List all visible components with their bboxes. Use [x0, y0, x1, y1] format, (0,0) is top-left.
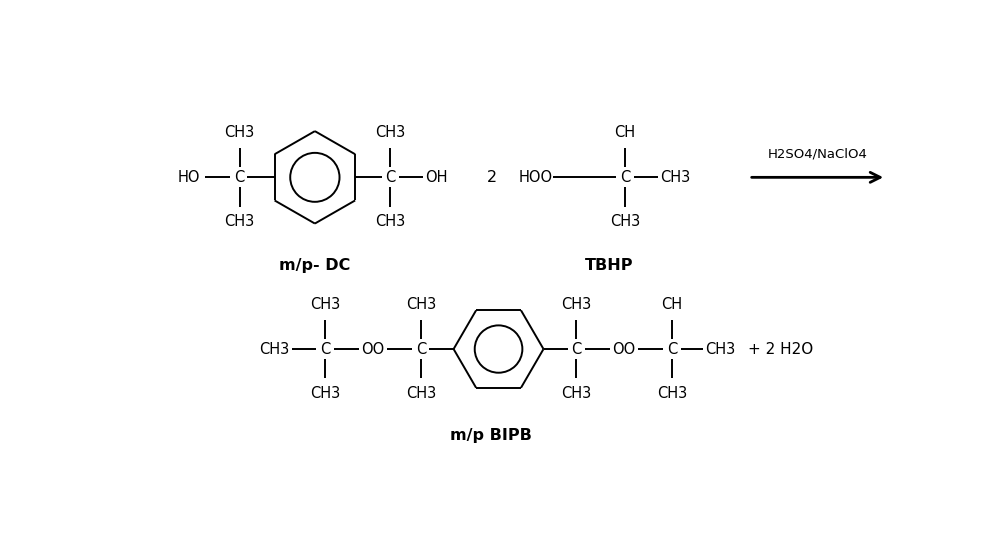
- Text: C: C: [320, 341, 330, 357]
- Text: C: C: [235, 170, 245, 185]
- Text: CH3: CH3: [660, 170, 690, 185]
- Text: CH3: CH3: [375, 125, 405, 140]
- Text: m/p BIPB: m/p BIPB: [450, 428, 532, 443]
- Text: C: C: [416, 341, 426, 357]
- Text: 2: 2: [487, 170, 497, 185]
- Text: CH3: CH3: [561, 386, 591, 401]
- Text: TBHP: TBHP: [585, 259, 634, 273]
- Text: CH3: CH3: [259, 341, 290, 357]
- Text: CH3: CH3: [406, 386, 436, 401]
- Text: CH3: CH3: [225, 214, 255, 229]
- Text: HOO: HOO: [519, 170, 553, 185]
- Text: CH3: CH3: [610, 214, 640, 229]
- Text: + 2 H2O: + 2 H2O: [748, 341, 813, 357]
- Text: CH3: CH3: [406, 297, 436, 312]
- Text: HO: HO: [178, 170, 201, 185]
- Text: C: C: [385, 170, 395, 185]
- Text: m/p- DC: m/p- DC: [279, 259, 351, 273]
- Text: OO: OO: [361, 341, 385, 357]
- Text: CH3: CH3: [310, 297, 340, 312]
- Text: CH3: CH3: [310, 386, 340, 401]
- Text: CH3: CH3: [225, 125, 255, 140]
- Text: CH3: CH3: [375, 214, 405, 229]
- Text: CH3: CH3: [705, 341, 735, 357]
- Text: OO: OO: [612, 341, 636, 357]
- Text: CH3: CH3: [561, 297, 591, 312]
- Text: OH: OH: [425, 170, 448, 185]
- Text: C: C: [571, 341, 581, 357]
- Text: CH: CH: [662, 297, 683, 312]
- Text: H2SO4/NaClO4: H2SO4/NaClO4: [768, 148, 867, 161]
- Text: CH3: CH3: [657, 386, 687, 401]
- Text: CH: CH: [614, 125, 635, 140]
- Text: C: C: [667, 341, 677, 357]
- Text: C: C: [620, 170, 630, 185]
